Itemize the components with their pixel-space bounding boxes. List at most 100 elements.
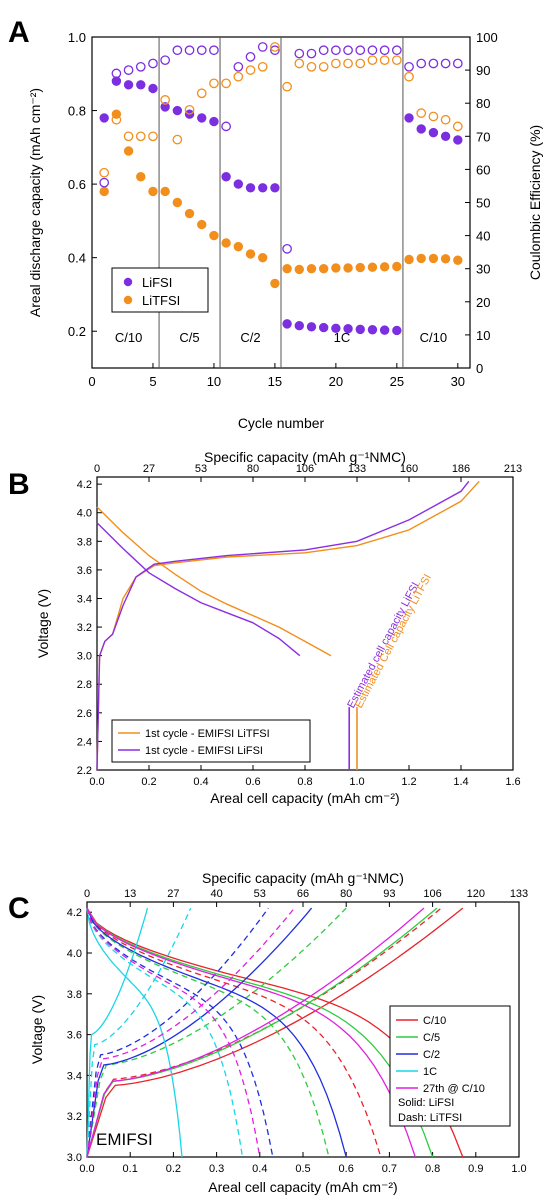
rate-label: C/10 — [115, 330, 142, 345]
x-tick-label: 0.8 — [297, 776, 312, 788]
data-point-lifsi-ce — [233, 61, 244, 72]
x-tick-label: 0.8 — [425, 1163, 440, 1175]
data-point-litfsi-ce — [209, 78, 219, 89]
data-point-lifsi-ce — [111, 68, 122, 79]
legend-box — [111, 267, 209, 313]
data-point-lifsi-capacity — [136, 80, 146, 90]
data-point-lifsi-ce — [99, 177, 110, 188]
data-point-litfsi-capacity — [404, 254, 414, 265]
discharge-curve — [86, 907, 416, 1158]
data-point-lifsi-ce — [391, 45, 402, 56]
data-point-litfsi-capacity — [416, 253, 426, 264]
legend-label: C/10 — [423, 1015, 446, 1027]
top-tick-label: 40 — [210, 888, 222, 900]
rate-label: 1C — [334, 330, 351, 345]
top-tick-label: 27 — [167, 888, 179, 900]
y2-tick-label: 80 — [476, 96, 490, 111]
x-tick-label: 0.2 — [141, 776, 156, 788]
data-point-lifsi-ce — [123, 65, 134, 75]
discharge-curve — [86, 907, 434, 1158]
voltage-curve — [96, 506, 332, 657]
data-point-litfsi-ce — [148, 131, 158, 142]
y-tick-label: 4.2 — [67, 907, 82, 919]
top-tick-label: 133 — [510, 888, 528, 900]
x-tick-label: 0.0 — [79, 1163, 94, 1175]
data-point-litfsi-ce — [111, 114, 122, 125]
data-point-lifsi-capacity — [367, 325, 378, 335]
data-point-litfsi-capacity — [392, 261, 402, 272]
data-point-lifsi-ce — [379, 45, 390, 56]
data-point-lifsi-ce — [428, 58, 439, 69]
legend-box — [389, 1005, 511, 1127]
data-point-lifsi-ce — [196, 45, 207, 56]
data-point-lifsi-ce — [331, 45, 341, 56]
x-tick-label: 0.1 — [123, 1163, 138, 1175]
data-point-litfsi-capacity — [379, 262, 390, 272]
y-tick-label: 0.2 — [68, 324, 86, 339]
data-point-litfsi-capacity — [306, 264, 317, 274]
discharge-curve — [86, 907, 261, 1158]
data-point-litfsi-ce — [282, 81, 292, 92]
panel-letter-c: C — [8, 892, 30, 925]
data-point-litfsi-capacity — [99, 186, 109, 197]
top-tick-label: 213 — [504, 463, 522, 475]
top-tick-label: 0 — [94, 463, 100, 475]
x-axis-title-a: Cycle number — [238, 415, 325, 431]
x-tick-label: 1.0 — [511, 1163, 526, 1175]
legend-b: 1st cycle - EMIFSI LiTFSI 1st cycle - EMI… — [111, 719, 311, 763]
x-tick-label: 0.2 — [166, 1163, 181, 1175]
data-point-litfsi-capacity — [136, 172, 146, 182]
data-point-litfsi-capacity — [258, 252, 268, 263]
x-tick-label: 0.4 — [252, 1163, 267, 1175]
data-point-lifsi-capacity — [428, 127, 439, 138]
y-axis-title-b: Voltage (V) — [35, 589, 51, 658]
data-point-litfsi-capacity — [318, 264, 329, 274]
data-point-litfsi-ce — [270, 42, 280, 52]
top-tick-label: 106 — [423, 888, 441, 900]
data-point-lifsi-ce — [160, 55, 171, 66]
x-tick-label: 0 — [88, 374, 95, 389]
discharge-curve — [86, 907, 183, 1158]
data-point-lifsi-ce — [282, 243, 292, 254]
data-point-lifsi-ce — [440, 58, 451, 69]
x-tick-label: 30 — [451, 374, 465, 389]
top-tick-label: 13 — [124, 888, 136, 900]
y-axis-title-c: Voltage (V) — [29, 995, 45, 1064]
legend-a: LiFSI LiTFSI — [111, 267, 209, 313]
legend-label: 1st cycle - EMIFSI LiFSI — [145, 745, 263, 757]
data-point-litfsi-ce — [257, 61, 268, 72]
data-point-lifsi-capacity — [331, 323, 341, 333]
y-tick-label: 4.0 — [77, 508, 92, 520]
data-point-litfsi-ce — [367, 55, 378, 66]
x-tick-label: 0.9 — [468, 1163, 483, 1175]
x-tick-label: 0.6 — [339, 1163, 354, 1175]
data-point-litfsi-capacity — [160, 186, 170, 197]
data-point-litfsi-ce — [99, 167, 110, 178]
y-tick-label: 0.4 — [68, 251, 86, 266]
legend-box — [111, 719, 311, 763]
data-point-litfsi-ce — [416, 108, 427, 118]
data-point-lifsi-capacity — [318, 322, 329, 333]
discharge-curve — [86, 907, 382, 1158]
y-tick-label: 3.0 — [67, 1152, 82, 1164]
data-point-lifsi-capacity — [209, 116, 219, 127]
discharge-curve — [86, 907, 347, 1158]
data-point-litfsi-capacity — [270, 278, 280, 289]
data-point-litfsi-ce — [306, 61, 317, 72]
y-tick-label: 4.2 — [77, 479, 92, 491]
top-tick-label: 80 — [247, 463, 259, 475]
data-point-litfsi-ce — [343, 58, 353, 69]
data-point-litfsi-ce — [440, 114, 451, 125]
data-point-litfsi-ce — [318, 61, 329, 72]
charge-curve — [86, 907, 425, 1158]
legend-c: C/10 C/5 C/2 1C 27th @ C/10 Solid: LiFSI Dash:… — [389, 1005, 511, 1127]
x-tick-label: 1.6 — [505, 776, 520, 788]
data-point-lifsi-capacity — [294, 321, 304, 331]
data-point-lifsi-ce — [294, 48, 305, 59]
data-point-litfsi-capacity — [367, 262, 378, 272]
data-point-litfsi-ce — [184, 104, 195, 115]
data-point-litfsi-capacity — [355, 262, 365, 273]
x-tick-label: 0.3 — [209, 1163, 224, 1175]
data-point-litfsi-capacity — [453, 255, 463, 265]
data-point-lifsi-capacity — [453, 135, 463, 145]
